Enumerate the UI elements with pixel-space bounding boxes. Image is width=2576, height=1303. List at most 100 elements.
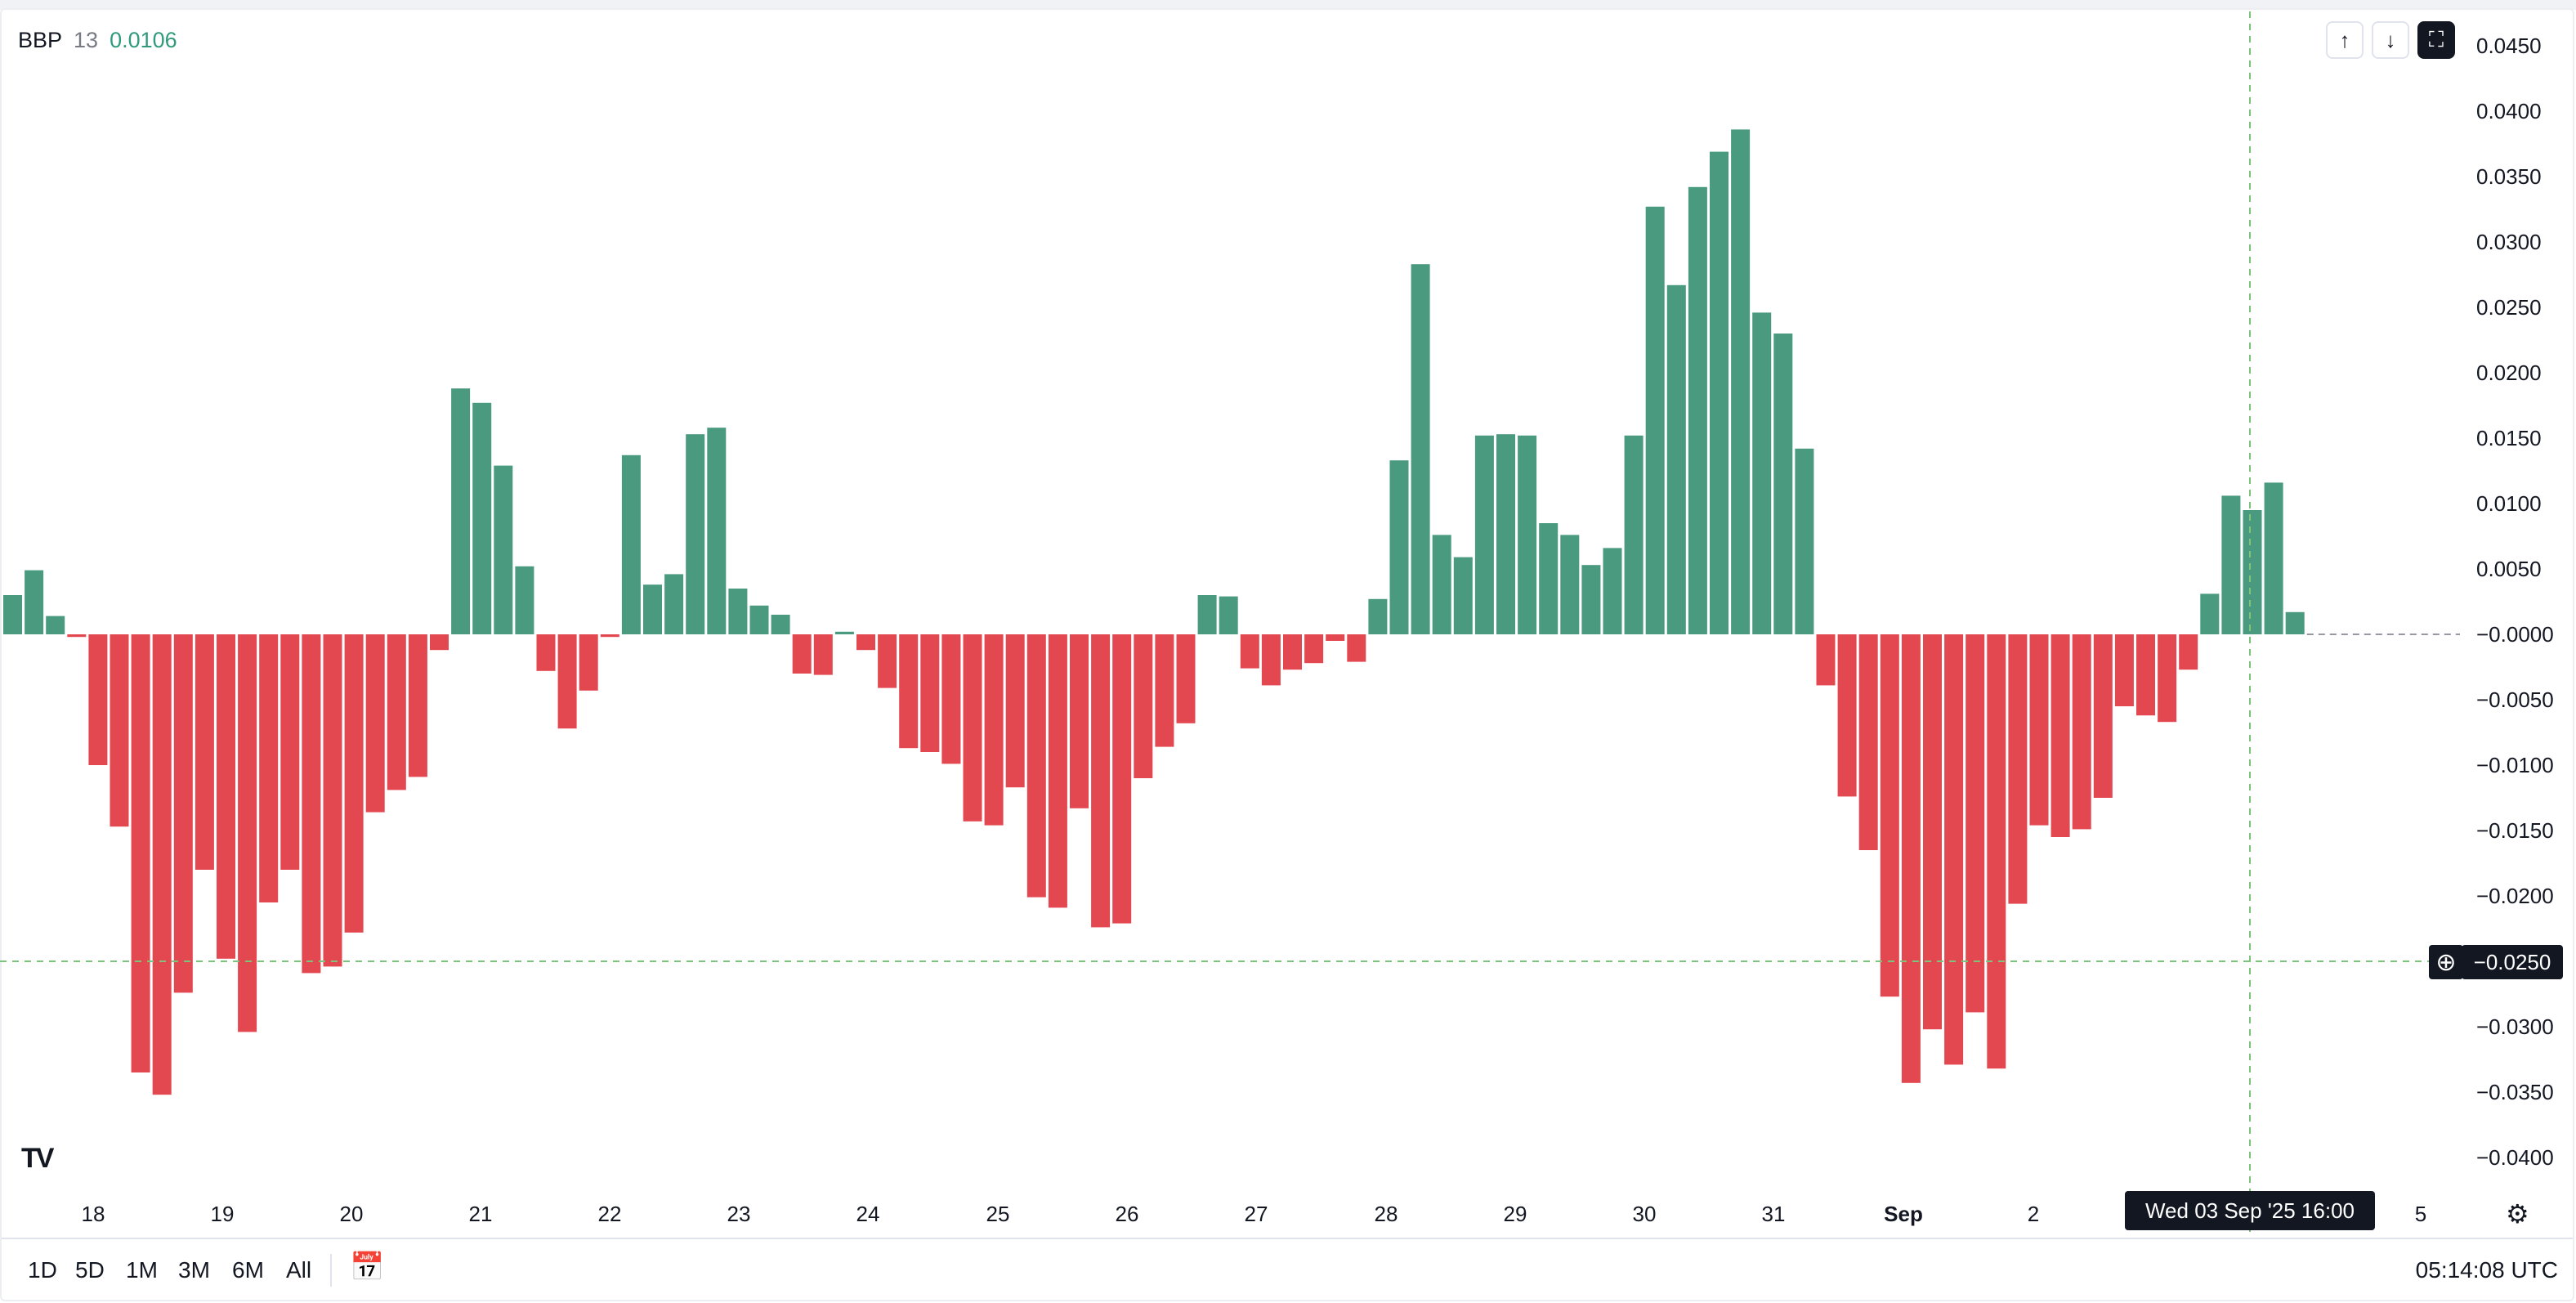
histogram-bar xyxy=(1645,206,1665,635)
histogram-bar xyxy=(2221,495,2241,634)
indicator-value: 0.0106 xyxy=(110,28,177,52)
x-tick-label: 5 xyxy=(2414,1202,2427,1226)
x-tick-label: 30 xyxy=(1632,1202,1657,1226)
histogram-bar xyxy=(1966,634,1985,1013)
calendar-goto-icon[interactable]: 📅 xyxy=(350,1252,385,1283)
x-tick-label: 27 xyxy=(1244,1202,1268,1226)
x-tick-label: 31 xyxy=(1761,1202,1786,1226)
histogram-bar xyxy=(2008,634,2028,904)
bbp-histogram xyxy=(0,11,2460,1236)
histogram-bar xyxy=(1155,634,1174,747)
x-tick-label: 29 xyxy=(1503,1202,1527,1226)
histogram-bar xyxy=(1539,523,1559,634)
histogram-bar xyxy=(2200,593,2220,634)
histogram-bar xyxy=(813,634,833,675)
y-tick-label: 0.0050 xyxy=(2476,557,2542,581)
histogram-bar xyxy=(323,634,342,967)
histogram-bar xyxy=(834,631,854,634)
add-plus-icon[interactable]: ⊕ xyxy=(2429,945,2463,979)
histogram-bar xyxy=(686,434,705,634)
histogram-bar xyxy=(1624,435,1644,634)
indicator-length: 13 xyxy=(74,28,99,52)
histogram-bar xyxy=(1261,634,1281,686)
range-button-3m[interactable]: 3M xyxy=(178,1257,210,1283)
histogram-bar xyxy=(1795,448,1814,634)
histogram-bar xyxy=(1112,634,1132,924)
chart-frame xyxy=(0,8,2574,1301)
histogram-bar xyxy=(856,634,875,651)
histogram-bar xyxy=(2114,634,2134,706)
histogram-bar xyxy=(173,634,193,993)
x-tick-label: 2 xyxy=(2027,1202,2040,1226)
histogram-bar xyxy=(707,428,727,634)
x-tick-label: 19 xyxy=(210,1202,235,1226)
range-button-1d[interactable]: 1D xyxy=(28,1257,57,1283)
histogram-bar xyxy=(515,566,534,634)
utc-clock[interactable]: 05:14:08 UTC xyxy=(2415,1257,2558,1283)
histogram-bar xyxy=(728,589,748,634)
histogram-bar xyxy=(941,634,961,764)
histogram-bar xyxy=(1923,634,1942,1030)
histogram-bar xyxy=(557,634,577,729)
histogram-bar xyxy=(67,634,87,638)
histogram-bar xyxy=(1048,634,1067,908)
histogram-bar xyxy=(1666,284,1686,634)
y-tick-label: −0.0050 xyxy=(2476,687,2554,712)
histogram-bar xyxy=(280,634,300,870)
arrow-up-icon[interactable]: ↑ xyxy=(2326,21,2364,59)
indicator-name: BBP xyxy=(18,28,63,52)
histogram-bar xyxy=(536,634,556,671)
y-tick-label: −0.0400 xyxy=(2476,1145,2554,1170)
histogram-bar xyxy=(1411,264,1430,634)
histogram-bar xyxy=(451,388,471,634)
histogram-bar xyxy=(899,634,919,749)
histogram-bar xyxy=(387,634,406,790)
toolbar-divider xyxy=(330,1254,332,1287)
histogram-bar xyxy=(1219,596,1238,634)
indicator-legend[interactable]: BBP 13 0.0106 xyxy=(18,28,177,53)
range-button-1m[interactable]: 1M xyxy=(126,1257,158,1283)
histogram-bar xyxy=(2158,634,2177,723)
y-tick-label: −0.0100 xyxy=(2476,753,2554,777)
histogram-bar xyxy=(152,634,172,1095)
histogram-bar xyxy=(1987,634,2006,1069)
histogram-bar xyxy=(1389,460,1409,634)
arrow-down-icon[interactable]: ↓ xyxy=(2372,21,2409,59)
x-tick-label: 22 xyxy=(597,1202,622,1226)
x-tick-label: 18 xyxy=(81,1202,105,1226)
fullscreen-icon[interactable]: ⛶ xyxy=(2417,21,2455,59)
range-button-5d[interactable]: 5D xyxy=(75,1257,105,1283)
range-button-all[interactable]: All xyxy=(286,1257,312,1283)
histogram-bar xyxy=(984,634,1004,826)
histogram-bar xyxy=(771,615,790,634)
y-tick-label: −0.0150 xyxy=(2476,818,2554,843)
x-tick-label: 21 xyxy=(468,1202,493,1226)
x-tick-label: 25 xyxy=(986,1202,1010,1226)
histogram-bar xyxy=(3,595,22,634)
histogram-bar xyxy=(472,402,492,634)
histogram-bar xyxy=(1944,634,1964,1065)
x-tick-label: 26 xyxy=(1115,1202,1139,1226)
crosshair-price-label: −0.0250 xyxy=(2462,945,2563,979)
crosshair-time-label: Wed 03 Sep '25 16:00 xyxy=(2125,1191,2375,1230)
histogram-bar xyxy=(963,634,982,822)
histogram-bar xyxy=(2136,634,2155,716)
settings-icon[interactable]: ⚙ xyxy=(2506,1199,2529,1229)
histogram-bar xyxy=(259,634,279,902)
histogram-bar xyxy=(664,574,684,634)
tradingview-logo[interactable]: TV xyxy=(21,1143,54,1174)
range-button-6m[interactable]: 6M xyxy=(232,1257,264,1283)
histogram-bar xyxy=(1070,634,1089,808)
histogram-bar xyxy=(1816,634,1836,686)
histogram-bar xyxy=(1581,565,1601,634)
histogram-bar xyxy=(494,465,513,634)
histogram-bar xyxy=(600,634,619,638)
histogram-bar xyxy=(408,634,427,777)
y-tick-label: −0.0200 xyxy=(2476,884,2554,908)
histogram-bar xyxy=(792,634,812,674)
histogram-bar xyxy=(2051,634,2070,837)
histogram-bars xyxy=(3,129,2305,1095)
histogram-bar xyxy=(1603,548,1622,634)
histogram-bar xyxy=(1091,634,1111,928)
histogram-bar xyxy=(621,454,641,634)
